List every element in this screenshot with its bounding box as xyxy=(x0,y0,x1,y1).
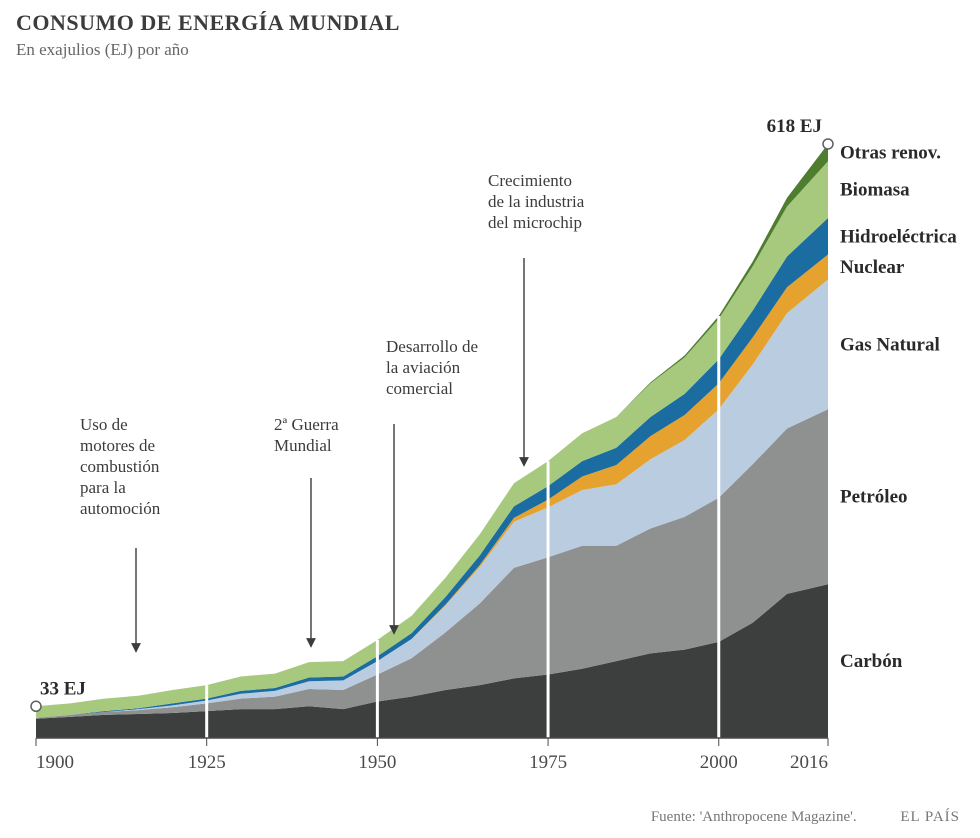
x-tick-label: 2000 xyxy=(700,752,738,773)
x-tick-label: 2016 xyxy=(790,752,828,773)
callout-ww2: Mundial xyxy=(274,436,332,455)
start-label: 33 EJ xyxy=(40,678,86,699)
start-marker xyxy=(31,701,41,711)
callout-automocion: motores de xyxy=(80,436,155,455)
stacked-area-chart: 1900 1925 1950 1975 2000 2016 33 EJ 618 EJ Otras… xyxy=(16,78,964,788)
callout-aviacion: comercial xyxy=(386,379,453,398)
source-label: Fuente: 'Anthropocene Magazine'. xyxy=(651,809,857,825)
callout-aviacion: Desarrollo de xyxy=(386,337,478,356)
x-tick-label: 1900 xyxy=(36,752,74,773)
callout-ww2: 2ª Guerra xyxy=(274,415,339,434)
callout-microchip: del microchip xyxy=(488,213,582,232)
series-label-petroleo: Petróleo xyxy=(840,487,908,508)
chart-subtitle: En exajulios (EJ) por año xyxy=(16,40,964,60)
callout-microchip: Crecimiento xyxy=(488,171,572,190)
series-label-hidroelectrica: Hidroeléctrica xyxy=(840,226,957,247)
callout-automocion: combustión xyxy=(80,457,160,476)
series-label-otras_renov: Otras renov. xyxy=(840,143,941,164)
x-tick-label: 1950 xyxy=(358,752,396,773)
series-label-gas_natural: Gas Natural xyxy=(840,334,940,355)
chart-area: 1900 1925 1950 1975 2000 2016 33 EJ 618 EJ Otras… xyxy=(16,78,964,788)
callout-microchip: de la industria xyxy=(488,192,585,211)
x-tick-label: 1975 xyxy=(529,752,567,773)
callout-aviacion: la aviación xyxy=(386,358,461,377)
chart-title: CONSUMO DE ENERGÍA MUNDIAL xyxy=(16,10,964,36)
series-label-nuclear: Nuclear xyxy=(840,257,905,278)
series-label-carbon: Carbón xyxy=(840,651,903,672)
callout-automocion: automoción xyxy=(80,499,161,518)
end-label: 618 EJ xyxy=(767,116,822,137)
series-label-biomasa: Biomasa xyxy=(840,180,910,201)
end-marker xyxy=(823,139,833,149)
callout-automocion: Uso de xyxy=(80,415,128,434)
chart-footer: Fuente: 'Anthropocene Magazine'. EL PAÍS xyxy=(651,809,960,826)
x-tick-label: 1925 xyxy=(188,752,226,773)
callout-automocion: para la xyxy=(80,478,126,497)
brand-label: EL PAÍS xyxy=(900,809,960,825)
